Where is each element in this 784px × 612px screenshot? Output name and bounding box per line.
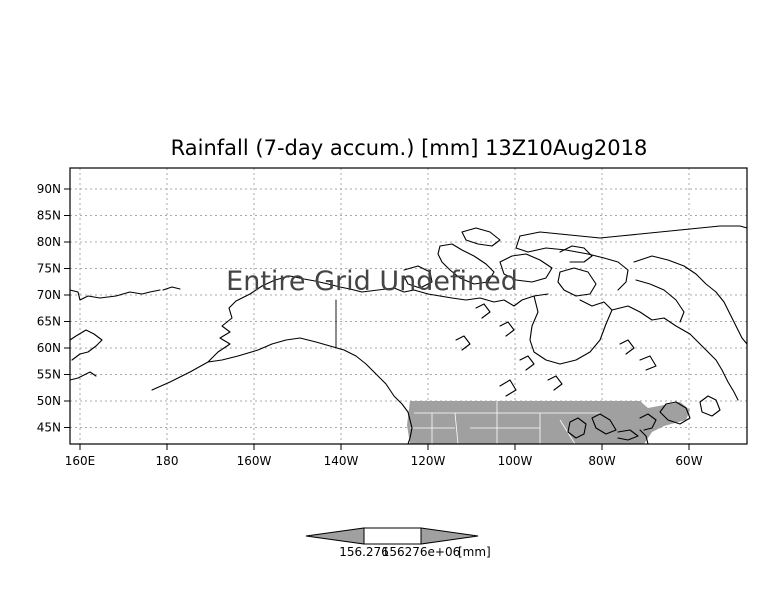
colorbar-middle-box bbox=[363, 527, 422, 545]
lat-labels: 90N 85N 80N 75N 70N 65N 60N 55N 50N 45N bbox=[37, 182, 61, 435]
lat-label: 80N bbox=[37, 235, 61, 249]
lon-labels: 160E 180 160W 140W 120W 100W 80W 60W bbox=[65, 454, 703, 468]
lon-label: 180 bbox=[156, 454, 179, 468]
lon-label: 120W bbox=[411, 454, 446, 468]
colorbar: 156.276 156276e+06 [mm] bbox=[305, 527, 491, 559]
colorbar-high-label: 156276e+06 bbox=[382, 545, 461, 559]
lon-label: 160E bbox=[65, 454, 96, 468]
lat-label: 50N bbox=[37, 394, 61, 408]
grid-undefined-message: Entire Grid Undefined bbox=[226, 266, 518, 297]
lat-label: 60N bbox=[37, 341, 61, 355]
lon-axis bbox=[79, 444, 690, 450]
lat-label: 75N bbox=[37, 262, 61, 276]
lon-gridlines bbox=[79, 168, 690, 444]
shaded-data-region bbox=[407, 401, 690, 444]
colorbar-low-label: 156.276 bbox=[339, 545, 389, 559]
map-frame-border bbox=[69, 167, 748, 445]
lat-label: 65N bbox=[37, 315, 61, 329]
lon-label: 100W bbox=[498, 454, 533, 468]
map-frame-background bbox=[70, 168, 747, 444]
lon-label: 160W bbox=[237, 454, 272, 468]
lat-axis bbox=[64, 188, 70, 428]
lon-label: 140W bbox=[324, 454, 359, 468]
lat-label: 55N bbox=[37, 368, 61, 382]
colorbar-left-arrow bbox=[305, 527, 365, 545]
colorbar-right-arrow bbox=[420, 527, 479, 545]
state-borders bbox=[410, 401, 600, 445]
map-title: Rainfall (7-day accum.) [mm] 13Z10Aug201… bbox=[171, 136, 648, 160]
lon-label: 80W bbox=[588, 454, 615, 468]
colorbar-units-label: [mm] bbox=[458, 545, 491, 559]
lat-label: 90N bbox=[37, 182, 61, 196]
lon-label: 60W bbox=[675, 454, 702, 468]
lat-label: 70N bbox=[37, 288, 61, 302]
lat-label: 45N bbox=[37, 421, 61, 435]
coastlines bbox=[69, 225, 748, 445]
lat-label: 85N bbox=[37, 209, 61, 223]
